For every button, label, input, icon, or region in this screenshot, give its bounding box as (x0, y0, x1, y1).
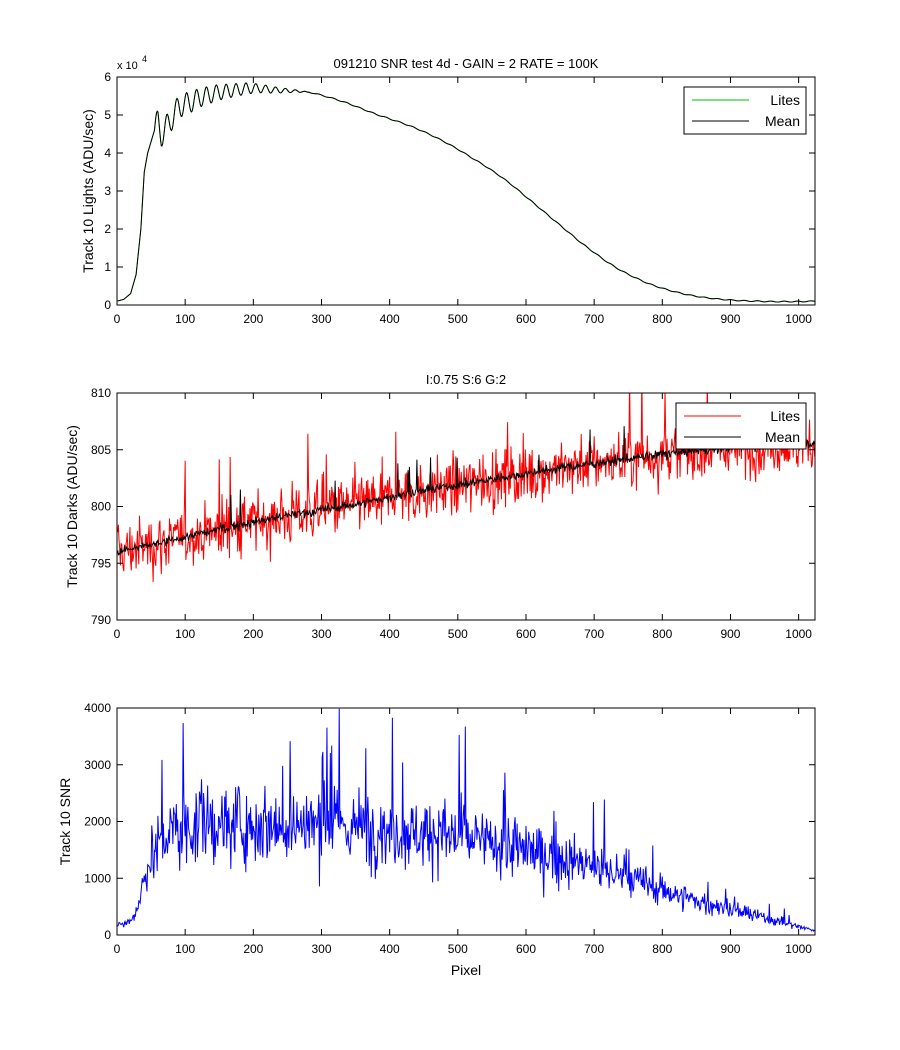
y-tick-label: 795 (91, 556, 111, 570)
chart-3: 0 100 200 300 400 500 600 700 800 900 1000 0 1000 200… (57, 701, 816, 978)
x-tick-label: 400 (380, 312, 400, 326)
y-tick-label: 6 (104, 70, 111, 84)
x-tick-label: 600 (516, 627, 536, 641)
x-axis: 0 100 200 300 400 500 600 700 800 900 1000 (114, 393, 812, 641)
x-tick-label: 700 (584, 627, 604, 641)
x-tick-label: 900 (720, 312, 740, 326)
y-tick-label: 0 (104, 298, 111, 312)
x-tick-label: 800 (652, 627, 672, 641)
x-tick-label: 0 (114, 942, 121, 956)
x-tick-label: 500 (448, 627, 468, 641)
x-tick-label: 200 (243, 942, 263, 956)
x-tick-label: 1000 (785, 627, 812, 641)
x-tick-label: 400 (380, 627, 400, 641)
y-tick-label: 3 (104, 184, 111, 198)
x-tick-label: 500 (448, 942, 468, 956)
x-tick-label: 400 (380, 942, 400, 956)
x-tick-label: 0 (114, 627, 121, 641)
x-tick-label: 300 (311, 942, 331, 956)
x-tick-label: 0 (114, 312, 121, 326)
snr-series-line (117, 708, 815, 932)
chart-title: 091210 SNR test 4d - GAIN = 2 RATE = 100… (334, 56, 599, 71)
series-group (117, 82, 815, 303)
y-tick-label: 2000 (84, 815, 111, 829)
x-tick-label: 900 (720, 942, 740, 956)
legend-box (675, 402, 807, 450)
mean-series-line (117, 82, 815, 303)
x-tick-label: 900 (720, 627, 740, 641)
x-tick-label: 100 (175, 942, 195, 956)
x-tick-label: 200 (243, 312, 263, 326)
x-tick-label: 300 (311, 312, 331, 326)
x-tick-label: 700 (584, 942, 604, 956)
x-tick-label: 600 (516, 942, 536, 956)
y-tick-label: 1000 (84, 871, 111, 885)
series-group (117, 393, 815, 583)
chart-title: I:0.75 S:6 G:2 (426, 372, 506, 387)
y-tick-label: 4000 (84, 701, 111, 715)
y-tick-label: 805 (91, 443, 111, 457)
x-tick-label: 300 (311, 627, 331, 641)
y-axis-label: Track 10 Darks (ADU/sec) (64, 425, 80, 588)
y-tick-label: 4 (104, 146, 111, 160)
y-tick-label: 810 (91, 386, 111, 400)
legend: Lites Mean (675, 402, 807, 450)
y-axis: 0 1000 2000 3000 4000 (84, 701, 815, 942)
legend-box (683, 86, 807, 135)
y-axis: 0 1 2 3 4 5 6 (104, 70, 815, 312)
legend-label: Lites (770, 408, 800, 424)
y-tick-label: 0 (104, 928, 111, 942)
x-tick-label: 600 (516, 312, 536, 326)
y-tick-label: 1 (104, 260, 111, 274)
chart-2: 0 100 200 300 400 500 600 700 800 900 1000 790 795 80… (64, 372, 816, 641)
x-tick-label: 100 (175, 312, 195, 326)
x-axis: 0 100 200 300 400 500 600 700 800 900 1000 (114, 77, 812, 326)
y-tick-label: 800 (91, 500, 111, 514)
y-axis-label: Track 10 SNR (57, 778, 73, 865)
x-axis: 0 100 200 300 400 500 600 700 800 900 1000 (114, 708, 812, 956)
series-group (117, 708, 815, 932)
x-tick-label: 1000 (785, 942, 812, 956)
x-tick-label: 100 (175, 627, 195, 641)
x-tick-label: 1000 (785, 312, 812, 326)
y-axis-label: Track 10 Lights (ADU/sec) (80, 109, 96, 273)
y-axis: 790 795 800 805 810 (91, 386, 815, 627)
x-tick-label: 700 (584, 312, 604, 326)
y-multiplier-exponent: 4 (142, 54, 147, 64)
chart-1: 0 100 200 300 400 500 600 700 800 900 1000 0 1 2 3 4 5 6x… (80, 54, 816, 326)
x-tick-label: 800 (652, 942, 672, 956)
y-tick-label: 5 (104, 108, 111, 122)
legend: Lites Mean (683, 86, 807, 135)
legend-label: Mean (765, 113, 800, 129)
y-multiplier-label: x 10 (117, 60, 138, 72)
x-tick-label: 800 (652, 312, 672, 326)
x-tick-label: 200 (243, 627, 263, 641)
x-tick-label: 500 (448, 312, 468, 326)
y-tick-label: 3000 (84, 758, 111, 772)
legend-label: Lites (770, 92, 800, 108)
y-tick-label: 2 (104, 222, 111, 236)
y-tick-label: 790 (91, 613, 111, 627)
x-axis-label: Pixel (451, 962, 481, 978)
mean-series-line (117, 426, 815, 557)
legend-label: Mean (765, 429, 800, 445)
